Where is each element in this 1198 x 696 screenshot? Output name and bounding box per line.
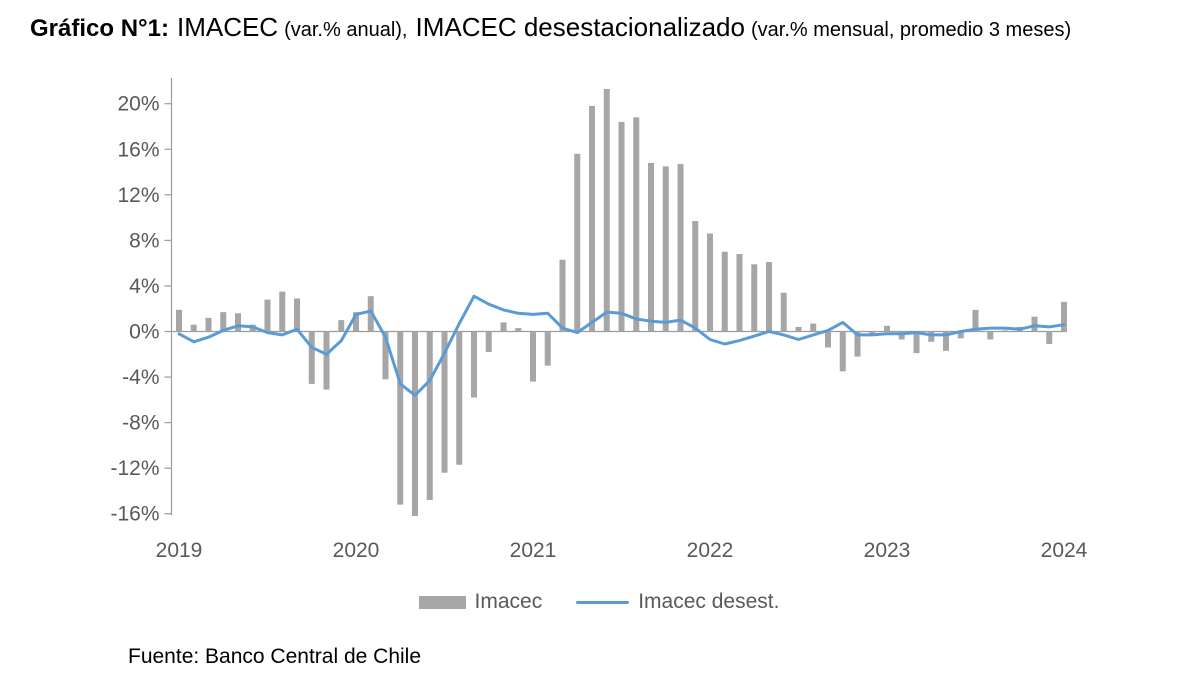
title-series2: IMACEC desestacionalizado (415, 12, 745, 42)
x-axis-label-2021: 2021 (510, 539, 557, 562)
imacec-bar-2019-07 (264, 299, 271, 332)
y-axis-label: 8% (129, 229, 159, 252)
imacec-bar-2020-01 (353, 312, 359, 332)
imacec-bar-2019-05 (235, 313, 241, 332)
imacec-bar-2023-04 (928, 331, 935, 342)
x-axis-label-2019: 2019 (156, 539, 203, 562)
y-axis-label: -12% (110, 457, 159, 480)
imacec-bar-2020-12 (515, 328, 522, 332)
imacec-bar-2020-03 (382, 331, 389, 380)
imacec-bar-2023-06 (957, 331, 964, 339)
imacec-bar-2020-10 (485, 331, 492, 353)
imacec-bar-2022-04 (751, 264, 758, 332)
imacec-bar-2019-10 (308, 331, 315, 384)
x-axis-label-2023: 2023 (864, 539, 911, 562)
imacec-bar-2021-06 (603, 88, 610, 332)
imacec-bar-2023-01 (884, 325, 890, 332)
y-axis-label: 12% (117, 184, 159, 207)
imacec-bar-2019-01 (176, 309, 182, 332)
imacec-bar-2022-11 (854, 331, 861, 357)
imacec-bar-2021-02 (544, 331, 551, 366)
legend-bar-swatch (418, 595, 466, 609)
imacec-bar-2020-05 (412, 331, 418, 517)
imacec-bar-2020-07 (441, 331, 448, 473)
imacec-bar-2021-04 (574, 153, 581, 332)
imacec-bar-2023-07 (972, 309, 979, 332)
imacec-bar-2020-04 (397, 331, 404, 505)
legend-item-imacec-desest: Imacec desest. (576, 590, 779, 614)
imacec-bar-2024-01 (1061, 301, 1067, 332)
legend-line-label: Imacec desest. (638, 590, 780, 613)
imacec-bar-2022-01 (707, 233, 713, 332)
imacec-bar-2022-07 (795, 326, 802, 332)
x-axis-label-2024: 2024 (1041, 539, 1088, 562)
y-axis-label: -16% (110, 503, 159, 526)
imacec-bar-2022-02 (721, 251, 728, 332)
legend-bar-label: Imacec (474, 590, 543, 613)
y-axis-label: 0% (129, 321, 159, 344)
legend: Imacec Imacec desest. (0, 590, 1198, 614)
imacec-bar-2019-08 (279, 291, 286, 332)
imacec-bar-2021-11 (677, 164, 684, 332)
chart-title: Gráfico N°1: IMACEC (var.% anual), IMACE… (30, 12, 1190, 43)
imacec-bar-2019-04 (220, 312, 227, 332)
imacec-bar-2022-03 (736, 254, 743, 332)
title-series1: IMACEC (176, 12, 279, 42)
imacec-bar-2023-08 (987, 331, 994, 340)
imacec-bar-2022-05 (766, 262, 772, 332)
imacec-bar-2021-03 (559, 259, 566, 332)
imacec-bar-2022-09 (825, 331, 831, 348)
y-axis-label: -4% (122, 366, 159, 389)
x-axis-label-2022: 2022 (687, 539, 734, 562)
imacec-bar-2023-11 (1031, 316, 1038, 332)
imacec-bar-2020-06 (426, 331, 433, 501)
imacec-bar-2019-11 (323, 331, 330, 390)
imacec-bar-2019-12 (338, 320, 345, 332)
imacec-bar-2023-09 (1002, 330, 1008, 332)
imacec-bar-2021-07 (618, 121, 625, 332)
imacec-bar-2019-02 (190, 324, 197, 332)
imacec-bar-2023-03 (913, 331, 920, 354)
imacec-bar-2020-09 (471, 331, 477, 398)
imacec-bar-2021-08 (633, 117, 640, 332)
y-axis-label: 4% (129, 275, 159, 298)
y-axis-label: 16% (117, 138, 159, 161)
imacec-bar-2021-01 (530, 331, 536, 382)
imacec-bar-2020-08 (456, 331, 463, 465)
imacec-bar-2021-10 (662, 166, 669, 332)
source-note: Fuente: Banco Central de Chile (128, 645, 422, 668)
imacec-bar-2023-05 (943, 331, 949, 351)
y-axis-label: 20% (117, 93, 159, 116)
title-prefix: Gráfico N°1: (30, 15, 169, 42)
imacec-bar-2021-12 (692, 221, 699, 332)
imacec-bar-2019-03 (205, 317, 212, 332)
imacec-bar-2022-08 (810, 323, 817, 332)
imacec-bar-2019-09 (294, 298, 300, 332)
legend-line-swatch (576, 600, 630, 604)
imacec-bar-2022-06 (780, 292, 787, 332)
imacec-bar-2021-05 (589, 105, 595, 332)
imacec-bar-2021-09 (648, 162, 654, 332)
title-series2-note: (var.% mensual, promedio 3 meses) (750, 19, 1072, 41)
imacec-bar-2022-10 (839, 331, 846, 372)
title-series1-note: (var.% anual), (284, 19, 408, 41)
imacec-bar-2023-12 (1046, 331, 1053, 345)
x-axis-label-2020: 2020 (333, 539, 380, 562)
legend-item-imacec: Imacec (418, 590, 543, 614)
imacec-bar-2023-02 (898, 331, 905, 340)
y-axis-label: -8% (122, 412, 159, 435)
imacec-desest-line (177, 294, 1066, 397)
imacec-bar-2020-11 (500, 322, 507, 332)
